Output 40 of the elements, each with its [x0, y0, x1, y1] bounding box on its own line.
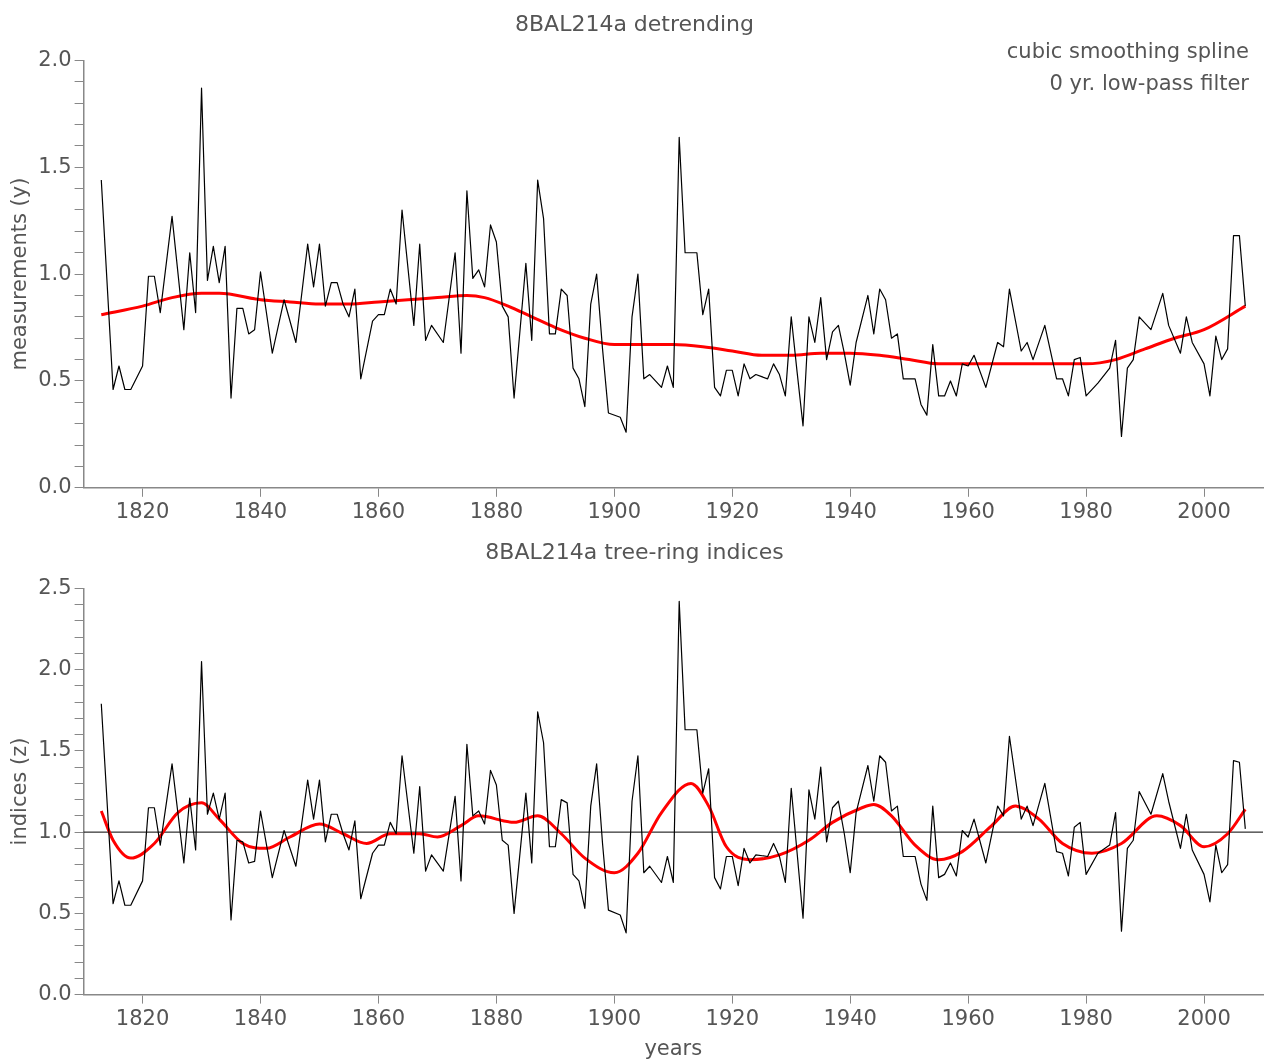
line-series: [99, 781, 1247, 875]
x-tick-label: 1960: [941, 1005, 995, 1030]
y-axis-title: measurements (y): [7, 177, 32, 371]
x-tick-label: 1980: [1059, 498, 1113, 523]
x-tick-label: 2000: [1177, 1005, 1231, 1030]
x-tick-label: 1900: [587, 498, 642, 523]
x-tick-label: 1960: [941, 498, 995, 523]
y-axis-title: indices (z): [7, 737, 32, 846]
x-tick-label: 1860: [351, 498, 406, 523]
y-tick-label: 1.5: [38, 737, 72, 762]
x-tick-label: 1900: [587, 1005, 642, 1030]
annotation: cubic smoothing spline: [1006, 39, 1249, 64]
x-tick-label: 1820: [115, 498, 170, 523]
y-tick-label: 1.5: [38, 153, 72, 178]
x-tick-label: 1920: [705, 1005, 759, 1030]
y-tick-label: 0.5: [38, 367, 72, 392]
chart-title: 8BAL214a tree-ring indices: [485, 538, 784, 564]
y-tick-label: 1.0: [38, 260, 72, 285]
x-tick-label: 1840: [233, 1005, 288, 1030]
y-tick-label: 2.0: [38, 656, 72, 681]
x-axis-title: years: [644, 1035, 703, 1060]
x-tick-label: 1820: [115, 1005, 170, 1030]
x-tick-label: 1880: [469, 498, 524, 523]
x-tick-label: 1860: [351, 1005, 406, 1030]
chart-title: 8BAL214a detrending: [514, 10, 755, 36]
x-tick-label: 1940: [823, 1005, 877, 1030]
y-tick-label: 0.0: [38, 474, 72, 499]
y-tick-label: 0.5: [38, 899, 72, 924]
y-tick-label: 0.0: [38, 981, 72, 1006]
x-tick-label: 1980: [1059, 1005, 1113, 1030]
x-tick-label: 1880: [469, 1005, 524, 1030]
x-tick-label: 1940: [823, 498, 877, 523]
line-series: [99, 291, 1247, 366]
x-tick-label: 2000: [1177, 498, 1231, 523]
x-tick-label: 1920: [705, 498, 759, 523]
x-tick-label: 1840: [233, 498, 288, 523]
annotation: 0 yr. low-pass filter: [1049, 71, 1250, 96]
y-tick-label: 2.5: [38, 574, 72, 599]
y-tick-label: 1.0: [38, 818, 72, 843]
y-tick-label: 2.0: [38, 46, 72, 71]
